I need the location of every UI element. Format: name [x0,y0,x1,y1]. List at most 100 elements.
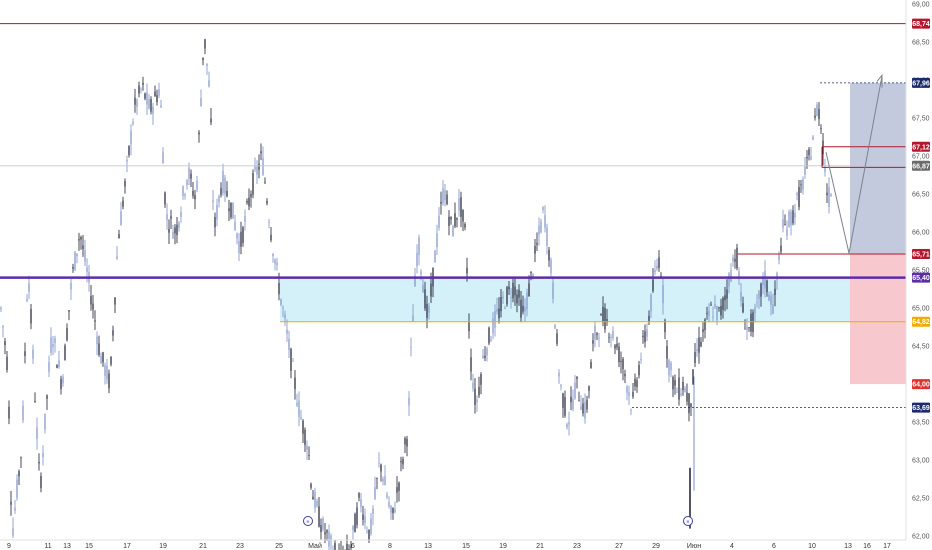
candle [102,351,104,367]
candle-body [52,344,54,348]
candle-body [0,307,2,310]
candle-body [298,400,300,418]
candle-body [272,253,274,257]
price-tag-label: 67,12 [912,144,930,151]
candle-body [794,212,796,218]
candle-body [232,202,234,219]
candle-body [312,496,314,500]
candle-body [690,403,692,408]
candle-body [742,303,744,313]
candle-body [750,313,752,332]
candle-body [614,345,616,349]
candle [262,146,264,177]
candle [404,436,406,453]
candle-body [660,275,662,277]
candle-body [250,193,252,198]
candle [502,291,504,304]
candle [478,376,480,399]
x-tick-label: 6 [772,543,776,550]
candle [118,229,120,239]
candle-body [552,282,554,299]
candle-body [790,211,792,226]
candle-body [522,305,524,312]
candle-body [234,221,236,230]
candle [108,369,110,394]
candle-body [678,377,680,400]
candle [260,143,262,161]
candle [486,346,488,362]
candle-body [574,382,576,399]
candle [138,81,140,98]
candle-body [710,304,712,306]
candle [310,482,312,490]
candle-body [808,149,810,156]
candle [168,219,170,245]
candle [212,190,214,211]
candle-body [810,156,812,160]
candle-body [698,337,700,353]
candle-body [632,391,634,397]
candle [80,235,82,250]
candle-body [438,215,440,228]
candle-body [266,200,268,204]
candle-body [770,295,772,305]
candle-body [56,365,58,369]
candle [166,203,168,230]
candle [300,409,302,421]
candle [514,278,516,306]
candle-body [484,355,486,358]
candle-body [178,222,180,228]
candle [390,504,392,520]
x-tick-label: 4 [730,543,734,550]
candle-body [256,166,258,175]
candle-body [550,259,552,274]
price-tag-bg [912,316,930,327]
candle [36,417,38,450]
candle [480,372,482,395]
candle [694,343,696,368]
candle-body [366,530,368,532]
x-axis[interactable]: 9 11 13 15 17 19 21 23 25 Май 6 8 13 15 19 21 23 27 29 Июн 4… [0,516,906,550]
candle [28,275,30,300]
candle [326,529,328,541]
candle-body [588,386,590,391]
candle [636,377,638,393]
candle [408,391,410,417]
candle [98,335,100,357]
candle [148,94,150,110]
candle [62,374,64,387]
candle [756,293,758,308]
projection-layer [825,73,883,254]
candle-body [648,315,650,322]
candle [422,277,424,293]
candle [248,188,250,211]
candle-body [284,314,286,319]
candle [696,338,698,357]
candle [170,209,172,230]
candle-body [120,211,122,226]
candle-body [30,309,32,324]
candle [158,82,160,99]
candle-body [216,205,218,220]
x-tick-label: Июн [687,543,701,550]
candle [808,147,810,161]
candle [600,313,602,316]
candle-body [258,163,260,170]
candle [316,498,318,508]
y-tick-label: 62,50 [912,496,930,503]
candle-body [674,380,676,386]
candle [110,356,112,367]
candle-body [244,215,246,222]
candle-body [460,197,462,217]
candle-body [682,381,684,391]
candle [308,446,310,460]
candle [328,524,330,550]
candle-body [314,491,316,509]
candle [204,38,206,55]
candle-body [394,509,396,513]
candle [368,529,370,543]
candle [378,452,380,468]
candle-body [392,507,394,513]
